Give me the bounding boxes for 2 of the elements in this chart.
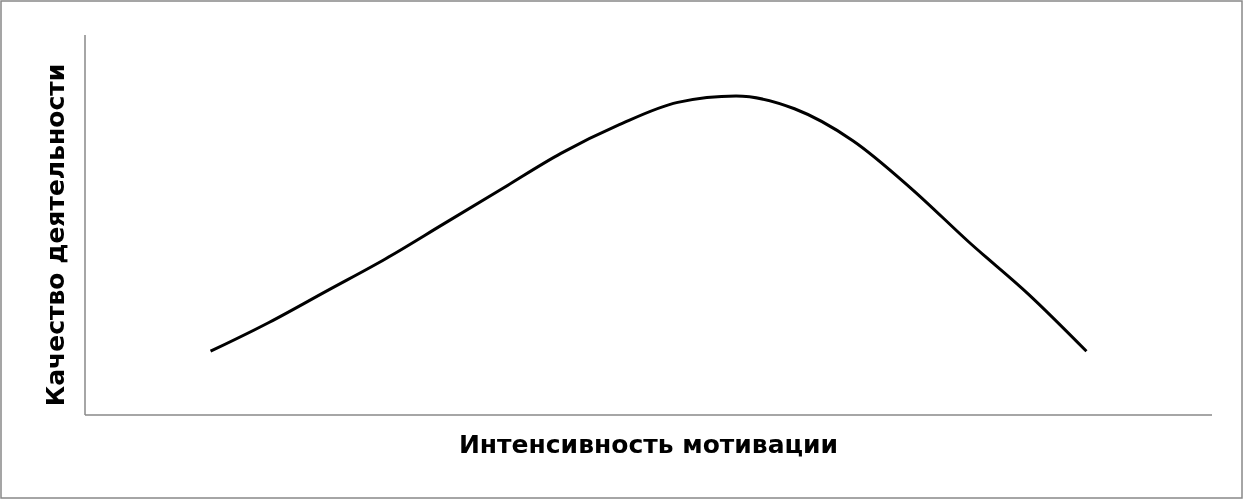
y-axis-title: Качество деятельности [41,63,70,407]
x-axis-title: Интенсивность мотивации [458,430,839,459]
